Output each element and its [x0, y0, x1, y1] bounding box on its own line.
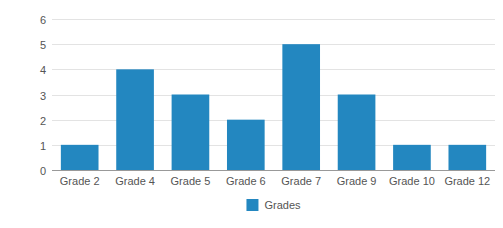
- x-tick-label: Grade 9: [337, 175, 377, 187]
- grid-line: [52, 44, 495, 45]
- grid: 0 1 2 3 4 5 6: [40, 14, 495, 177]
- x-tick-label: Grade 12: [444, 175, 490, 187]
- chart-container: 0123456Grade 2Grade 4Grade 5Grade 6Grade…: [0, 0, 503, 228]
- bar: [338, 95, 376, 171]
- chart-svg: 0123456Grade 2Grade 4Grade 5Grade 6Grade…: [0, 0, 503, 228]
- bar: [448, 145, 486, 170]
- bar: [61, 145, 99, 170]
- x-tick-label: Grade 4: [115, 175, 155, 187]
- x-tick-label: Grade 5: [171, 175, 211, 187]
- x-tick-label: Grade 10: [389, 175, 435, 187]
- bar: [116, 69, 154, 170]
- legend-swatch: [246, 199, 258, 211]
- y-tick-label: 5: [40, 39, 46, 51]
- x-tick-label: Grade 2: [60, 175, 100, 187]
- x-tick-label: Grade 7: [281, 175, 321, 187]
- legend-label: Grades: [264, 199, 301, 211]
- y-tick-label: 1: [40, 140, 46, 152]
- y-tick-label: 4: [40, 64, 46, 76]
- x-labels: Grade 2 Grade 4 Grade 5 Grade 6 Grade 7 Grade…: [60, 175, 490, 187]
- y-tick-label: 3: [40, 90, 46, 102]
- grid-line: [52, 19, 495, 20]
- y-tick-label: 6: [40, 14, 46, 26]
- y-tick-label: 0: [40, 165, 46, 177]
- bar: [393, 145, 431, 170]
- bar: [172, 95, 210, 171]
- x-tick-label: Grade 6: [226, 175, 266, 187]
- x-axis-line: [52, 170, 495, 171]
- legend: Grades: [246, 199, 301, 211]
- bar: [282, 44, 320, 170]
- y-tick-label: 2: [40, 115, 46, 127]
- bar: [227, 120, 265, 170]
- bars: [61, 44, 486, 170]
